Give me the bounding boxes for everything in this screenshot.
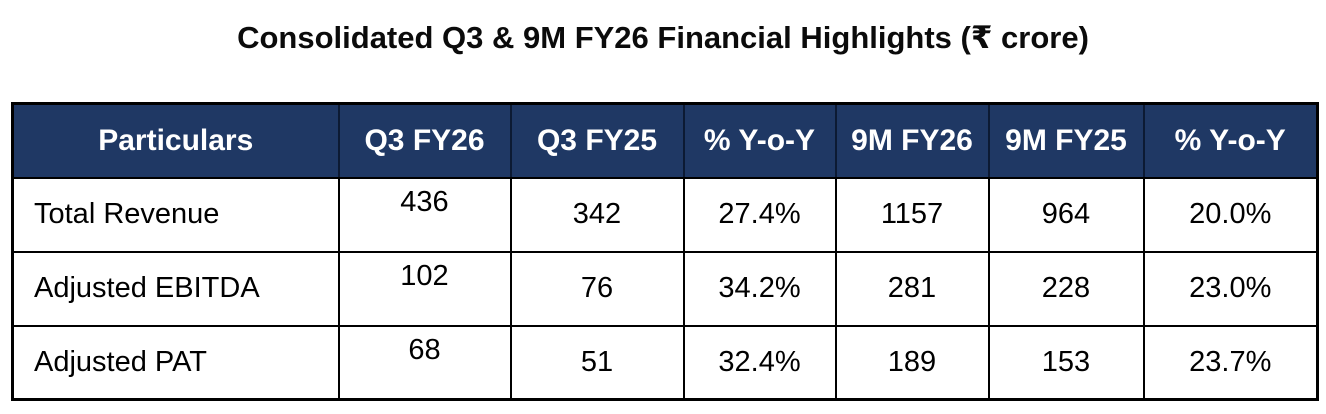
table-row-adjusted-ebitda: Adjusted EBITDA 102 76 34.2% 281 228 23.… [11,250,1319,327]
column-header-q3fy26: Q3 FY26 [337,102,512,179]
column-header-9mfy25: 9M FY25 [987,102,1145,179]
cell-yoy-quarter: 32.4% [682,324,837,401]
cell-q3fy26: 102 [337,250,512,327]
cell-9mfy25: 964 [987,176,1145,253]
cell-9mfy25: 153 [987,324,1145,401]
row-label: Adjusted EBITDA [11,250,340,327]
row-label: Adjusted PAT [11,324,340,401]
financial-highlights-table: Particulars Q3 FY26 Q3 FY25 % Y-o-Y 9M F… [11,102,1319,401]
column-header-yoy-quarter: % Y-o-Y [682,102,837,179]
column-header-q3fy25: Q3 FY25 [509,102,685,179]
cell-9mfy26: 189 [834,324,990,401]
cell-q3fy25: 342 [509,176,685,253]
column-header-yoy-9m: % Y-o-Y [1142,102,1319,179]
table-row-total-revenue: Total Revenue 436 342 27.4% 1157 964 20.… [11,176,1319,253]
cell-9mfy26: 1157 [834,176,990,253]
cell-yoy-9m: 23.0% [1142,250,1319,327]
table-row-adjusted-pat: Adjusted PAT 68 51 32.4% 189 153 23.7% [11,324,1319,401]
table-header-row: Particulars Q3 FY26 Q3 FY25 % Y-o-Y 9M F… [11,102,1319,179]
cell-yoy-quarter: 27.4% [682,176,837,253]
cell-q3fy26: 68 [337,324,512,401]
column-header-particulars: Particulars [11,102,340,179]
cell-yoy-9m: 20.0% [1142,176,1319,253]
cell-9mfy26: 281 [834,250,990,327]
cell-yoy-9m: 23.7% [1142,324,1319,401]
cell-q3fy26: 436 [337,176,512,253]
cell-yoy-quarter: 34.2% [682,250,837,327]
cell-q3fy25: 76 [509,250,685,327]
row-label: Total Revenue [11,176,340,253]
cell-q3fy25: 51 [509,324,685,401]
cell-9mfy25: 228 [987,250,1145,327]
column-header-9mfy26: 9M FY26 [834,102,990,179]
page-title: Consolidated Q3 & 9M FY26 Financial High… [237,20,1089,55]
